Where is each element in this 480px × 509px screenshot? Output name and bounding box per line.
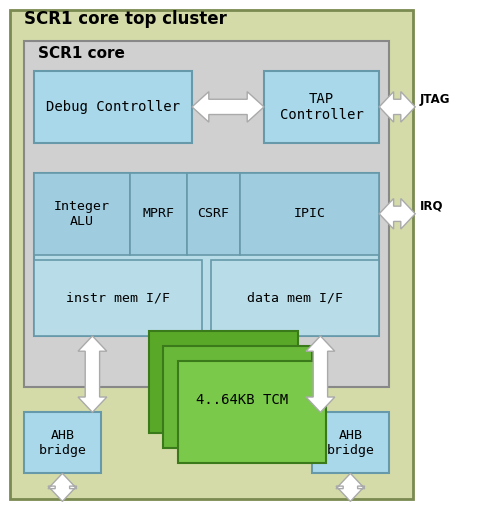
Polygon shape xyxy=(192,92,264,122)
Polygon shape xyxy=(78,336,107,412)
Bar xyxy=(34,173,379,336)
Text: SCR1 core top cluster: SCR1 core top cluster xyxy=(24,10,227,29)
Bar xyxy=(34,71,192,143)
Text: SCR1 core: SCR1 core xyxy=(38,46,125,61)
Text: TAP
Controller: TAP Controller xyxy=(280,92,363,122)
Bar xyxy=(187,173,240,254)
Bar xyxy=(163,346,312,448)
Bar xyxy=(10,10,413,499)
Bar xyxy=(264,71,379,143)
Text: CSRF: CSRF xyxy=(198,207,229,220)
Bar xyxy=(24,41,389,387)
Text: instr mem I/F: instr mem I/F xyxy=(66,291,169,304)
Text: AHB
bridge: AHB bridge xyxy=(38,429,86,457)
Text: IRQ: IRQ xyxy=(420,200,444,213)
Text: AHB
bridge: AHB bridge xyxy=(326,429,374,457)
Polygon shape xyxy=(48,473,77,501)
Bar xyxy=(24,412,101,473)
Text: JTAG: JTAG xyxy=(420,93,451,106)
Text: MPRF: MPRF xyxy=(143,207,174,220)
Bar xyxy=(211,260,379,336)
Bar xyxy=(34,260,202,336)
Text: Debug Controller: Debug Controller xyxy=(46,100,180,114)
Polygon shape xyxy=(379,199,415,229)
Polygon shape xyxy=(336,473,365,501)
Polygon shape xyxy=(379,92,415,122)
Bar xyxy=(34,173,130,254)
Bar xyxy=(130,173,187,254)
Bar xyxy=(240,173,379,254)
Bar xyxy=(149,331,298,433)
Text: IPIC: IPIC xyxy=(294,207,325,220)
Text: 4..64KB TCM: 4..64KB TCM xyxy=(196,392,288,407)
Bar xyxy=(312,412,389,473)
Text: data mem I/F: data mem I/F xyxy=(247,291,343,304)
Bar xyxy=(178,361,326,463)
Text: Integer
ALU: Integer ALU xyxy=(54,200,109,228)
Polygon shape xyxy=(306,336,335,412)
